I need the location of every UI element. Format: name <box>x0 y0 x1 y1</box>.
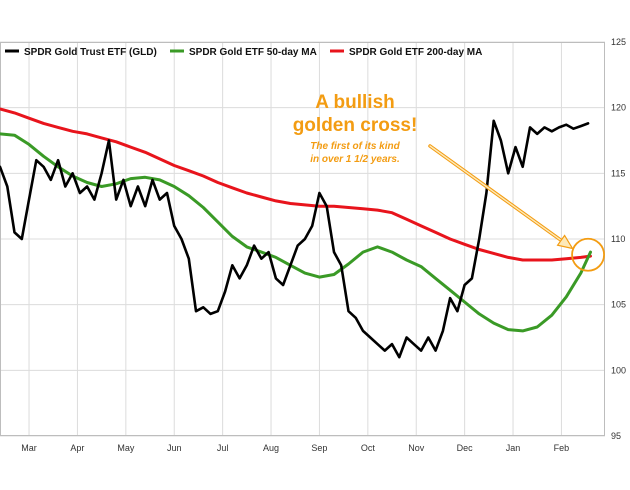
y-tick-label: 105 <box>611 300 626 310</box>
x-tick-label: Nov <box>408 443 425 453</box>
y-tick-label: 95 <box>611 431 621 441</box>
y-tick-label: 115 <box>611 168 625 178</box>
x-tick-label: Feb <box>554 443 570 453</box>
x-tick-label: Aug <box>263 443 279 453</box>
x-tick-label: Jun <box>167 443 182 453</box>
x-tick-label: Dec <box>457 443 474 453</box>
annotation-subtitle-line2: in over 1 1/2 years. <box>310 154 400 165</box>
ma-200-line <box>0 107 592 262</box>
y-axis: 95 100 105 110 115 120 125 <box>611 37 626 441</box>
annotation-title-line1: A bullish <box>315 92 395 113</box>
y-tick-label: 120 <box>611 103 626 113</box>
x-tick-label: Jan <box>506 443 521 453</box>
chart-legend: SPDR Gold Trust ETF (GLD) SPDR Gold ETF 5… <box>5 47 482 58</box>
x-tick-label: Sep <box>311 443 327 453</box>
legend-label: SPDR Gold Trust ETF (GLD) <box>24 47 157 58</box>
x-tick-label: Apr <box>70 443 84 453</box>
series-layer <box>0 107 592 359</box>
legend-label: SPDR Gold ETF 200-day MA <box>349 47 482 58</box>
x-tick-label: Jul <box>217 443 229 453</box>
y-tick-label: 100 <box>611 365 626 375</box>
legend-label: SPDR Gold ETF 50-day MA <box>189 47 317 58</box>
annotation-subtitle-line1: The first of its kind <box>310 141 400 152</box>
y-tick-label: 110 <box>611 234 625 244</box>
y-tick-label: 125 <box>611 37 626 47</box>
x-tick-label: Mar <box>21 443 37 453</box>
x-tick-label: Oct <box>361 443 376 453</box>
plot-border <box>0 42 605 436</box>
x-axis: Mar Apr May Jun Jul Aug Sep Oct Nov Dec Jan Feb <box>21 443 569 453</box>
x-tick-label: May <box>117 443 135 453</box>
annotation-arrow <box>429 145 571 248</box>
golden-cross-circle <box>571 237 605 272</box>
annotation-title-line2: golden cross! <box>293 115 418 136</box>
chart-grid <box>0 41 605 437</box>
gld-price-line <box>0 119 590 359</box>
annotation-arrowhead <box>556 234 574 250</box>
